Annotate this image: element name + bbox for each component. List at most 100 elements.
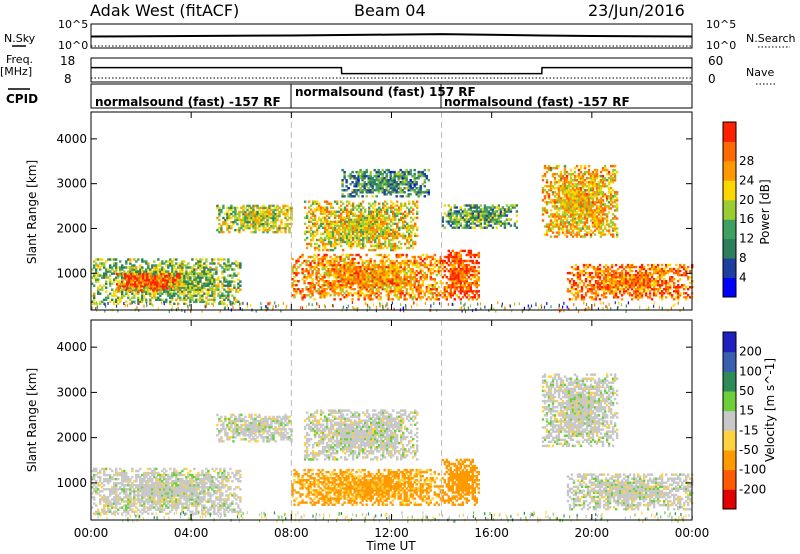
- range-gate-cell: [587, 209, 591, 212]
- range-gate-cell: [146, 277, 149, 280]
- range-gate-cell: [375, 172, 378, 176]
- range-gate-cell: [569, 172, 573, 176]
- range-gate-cell: [396, 234, 399, 238]
- range-gate-cell: [465, 204, 468, 207]
- range-gate-cell: [585, 181, 589, 184]
- range-gate-cell: [345, 234, 349, 238]
- range-gate-cell: [425, 189, 428, 192]
- range-gate-cell: [395, 263, 398, 267]
- range-gate-cell: [371, 177, 374, 180]
- range-gate-cell: [585, 213, 589, 216]
- range-gate-cell: [169, 280, 172, 283]
- range-gate-cell: [231, 262, 234, 265]
- range-gate-cell: [445, 276, 448, 279]
- range-gate-cell: [207, 284, 210, 287]
- range-gate-cell: [274, 206, 277, 210]
- range-gate-cell: [153, 270, 156, 273]
- range-gate-cell: [260, 214, 263, 218]
- range-gate-cell: [367, 294, 370, 297]
- range-gate-cell: [443, 292, 446, 295]
- range-gate-cell: [451, 263, 454, 267]
- range-gate-cell: [407, 269, 410, 273]
- range-gate-cell: [126, 283, 129, 286]
- range-gate-cell: [373, 278, 376, 281]
- range-gate-cell: [397, 298, 400, 301]
- range-gate-cell: [309, 261, 312, 265]
- range-gate-cell: [581, 199, 585, 202]
- range-gate-cell: [323, 284, 326, 287]
- range-gate-cell: [140, 289, 143, 292]
- range-gate-cell: [392, 206, 395, 209]
- range-gate-cell: [565, 187, 569, 190]
- range-gate-cell: [333, 292, 336, 295]
- range-gate-cell: [555, 205, 559, 208]
- range-gate-cell: [228, 230, 231, 234]
- range-gate-cell: [408, 240, 411, 244]
- range-gate-cell: [491, 220, 495, 223]
- range-gate-cell: [197, 276, 200, 279]
- range-gate-cell: [175, 288, 178, 291]
- range-gate-cell: [391, 189, 394, 192]
- range-gate-cell: [376, 234, 379, 238]
- range-gate-cell: [337, 242, 341, 246]
- range-gate-cell: [260, 206, 263, 210]
- range-gate-cell: [345, 271, 348, 275]
- range-gate-cell: [571, 172, 575, 176]
- range-gate-cell: [394, 234, 397, 238]
- range-gate-cell: [179, 262, 182, 265]
- range-gate-cell: [394, 232, 397, 236]
- range-gate-cell: [419, 257, 422, 261]
- range-gate-cell: [303, 294, 306, 297]
- range-gate-cell: [272, 216, 275, 220]
- range-gate-cell: [207, 288, 210, 291]
- range-gate-cell: [369, 172, 372, 176]
- range-gate-cell: [160, 281, 163, 284]
- range-gate-cell: [335, 273, 338, 277]
- range-gate-cell: [403, 267, 406, 271]
- range-gate-cell: [585, 215, 589, 218]
- range-gate-cell: [375, 269, 378, 273]
- range-gate-cell: [274, 216, 277, 220]
- range-gate-cell: [416, 204, 419, 207]
- range-gate-cell: [377, 267, 380, 271]
- range-gate-cell: [369, 290, 372, 293]
- range-gate-cell: [274, 212, 277, 216]
- range-gate-cell: [397, 276, 400, 279]
- range-gate-cell: [111, 282, 114, 285]
- range-gate-cell: [131, 290, 134, 293]
- range-gate-cell: [371, 181, 374, 184]
- range-gate-cell: [427, 168, 430, 172]
- range-gate-cell: [132, 281, 135, 284]
- range-gate-cell: [475, 210, 478, 213]
- range-gate-cell: [303, 238, 307, 242]
- range-gate-cell: [413, 172, 416, 176]
- range-gate-cell: [343, 269, 346, 273]
- range-gate-cell: [445, 290, 448, 293]
- range-gate-cell: [319, 222, 323, 226]
- range-gate-cell: [587, 225, 591, 228]
- range-gate-cell: [395, 265, 398, 269]
- range-gate-cell: [278, 214, 281, 218]
- range-gate-cell: [185, 288, 188, 291]
- range-gate-cell: [417, 271, 420, 275]
- range-gate-cell: [129, 298, 132, 302]
- range-gate-cell: [355, 216, 359, 220]
- range-gate-cell: [390, 220, 393, 224]
- range-gate-cell: [551, 174, 555, 178]
- range-gate-cell: [409, 189, 412, 192]
- range-gate-cell: [351, 276, 354, 279]
- range-gate-cell: [461, 290, 464, 293]
- range-gate-cell: [327, 224, 331, 228]
- range-gate-cell: [473, 290, 476, 293]
- range-gate-cell: [413, 179, 416, 182]
- range-gate-cell: [441, 220, 444, 223]
- range-gate-cell: [397, 255, 400, 259]
- range-gate-cell: [384, 216, 387, 220]
- range-gate-cell: [377, 187, 380, 190]
- range-gate-cell: [357, 278, 360, 281]
- range-gate-cell: [443, 212, 446, 215]
- range-gate-cell: [325, 248, 329, 252]
- range-gate-cell: [549, 185, 553, 188]
- range-gate-cell: [549, 219, 553, 222]
- range-gate-cell: [390, 206, 393, 209]
